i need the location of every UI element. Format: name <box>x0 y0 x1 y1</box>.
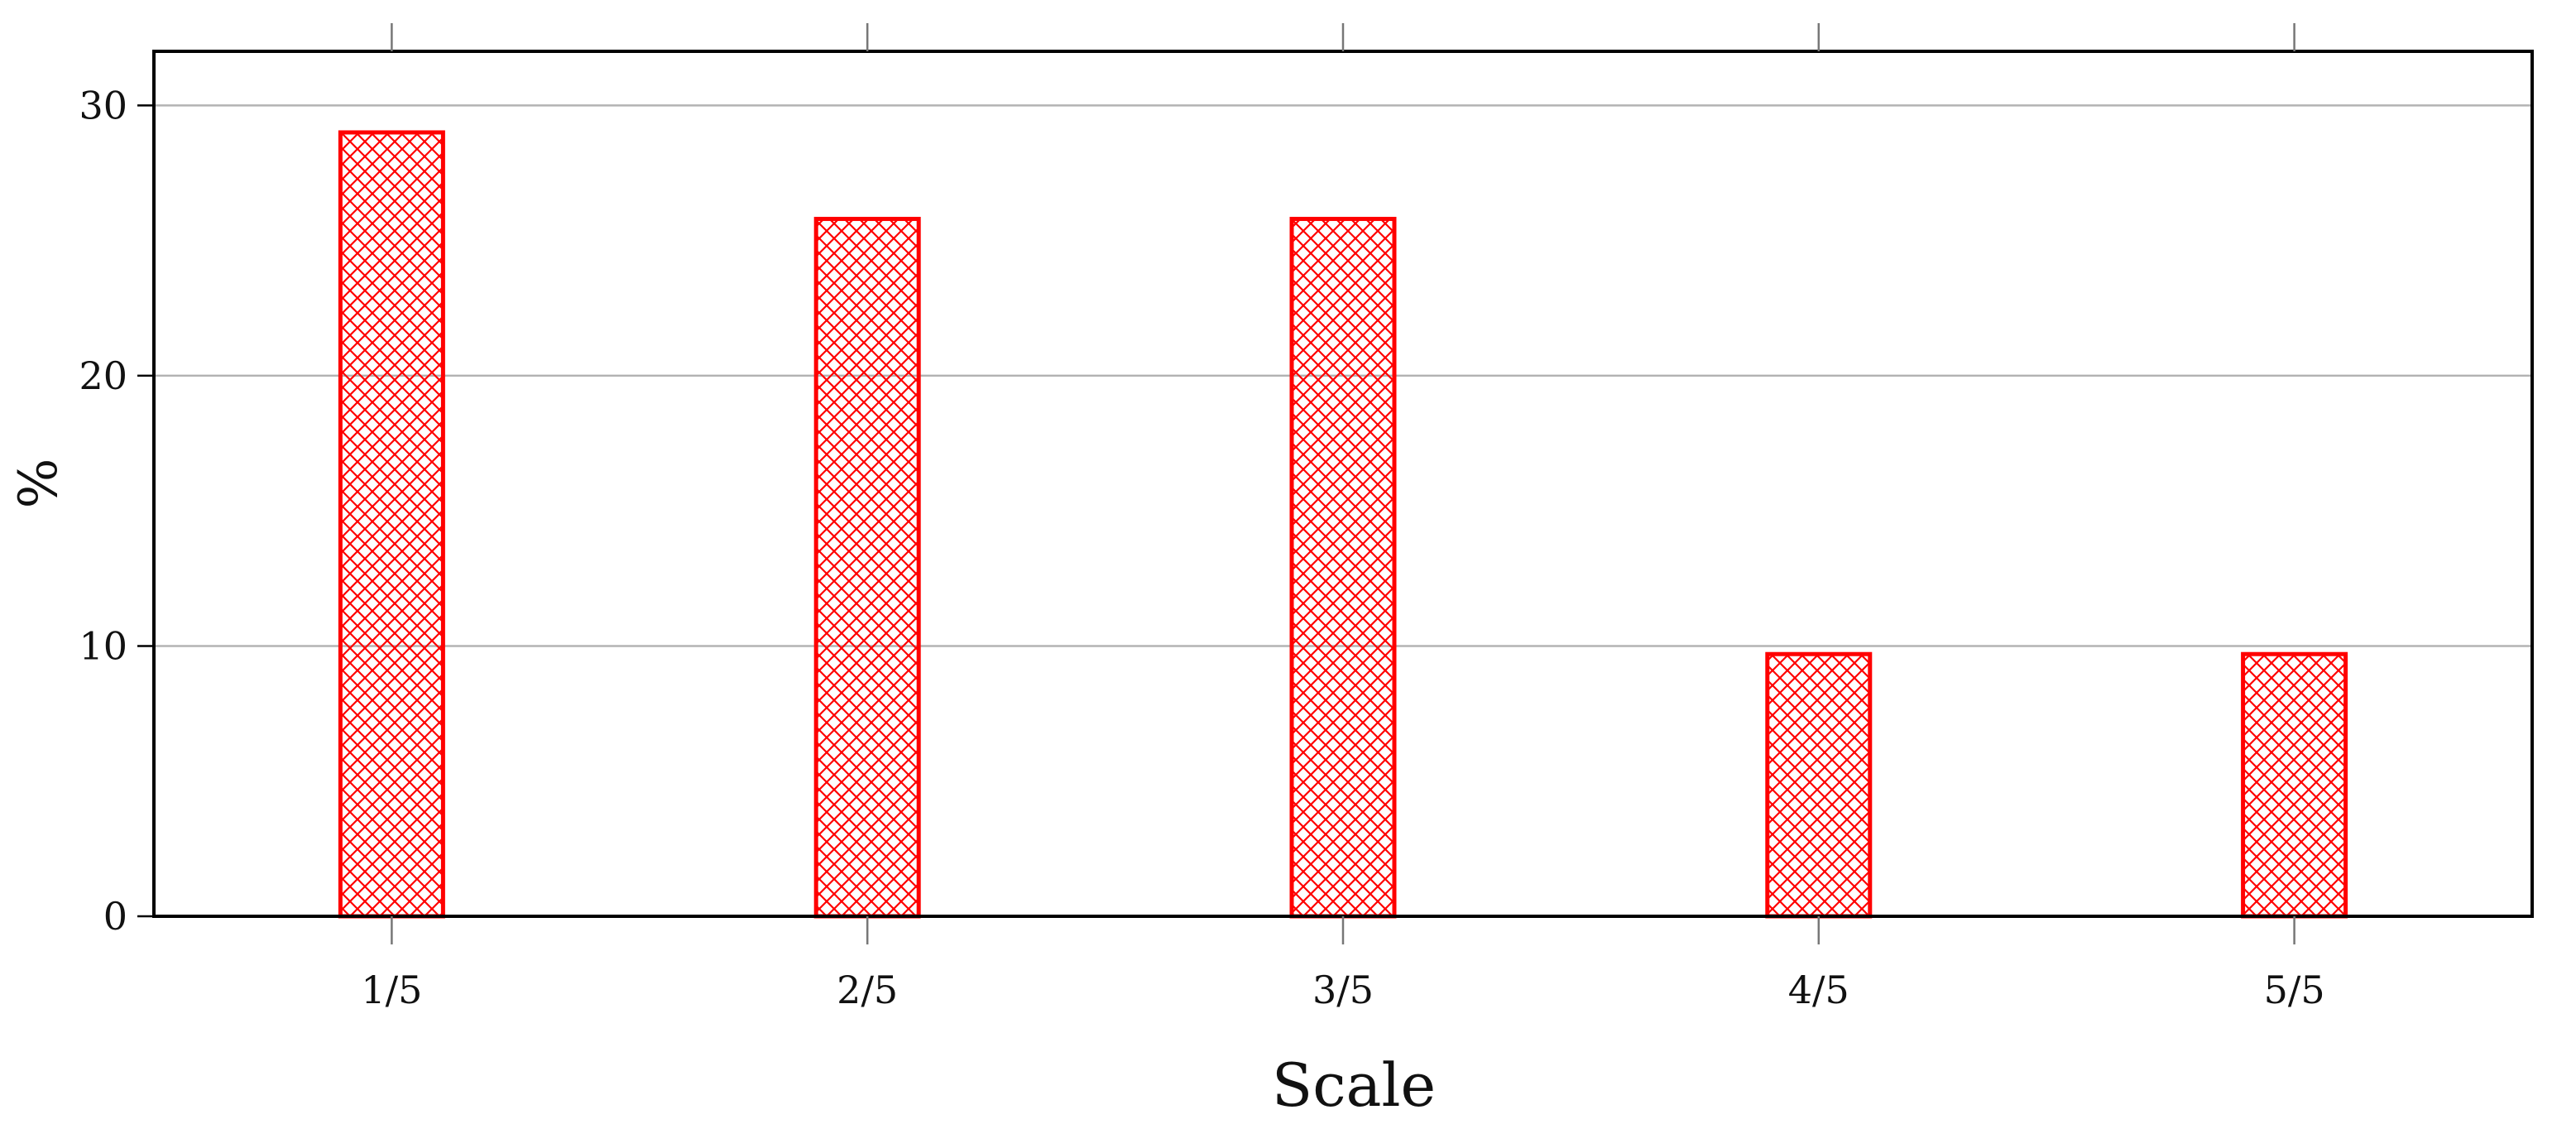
y-tick-label: 30 <box>79 83 127 127</box>
x-tick-label: 1/5 <box>361 968 422 1012</box>
bar <box>813 216 921 919</box>
bar <box>338 130 445 919</box>
y-tick-label: 10 <box>79 623 127 668</box>
bar <box>1765 651 1873 919</box>
y-tick-label: 0 <box>103 894 127 939</box>
y-tick-label: 20 <box>79 353 127 398</box>
bar <box>2241 651 2348 919</box>
x-tick-label: 4/5 <box>1788 968 1849 1012</box>
tick-labels: 0 10 20 30 1/5 2/5 3/5 4/5 5/5 <box>79 83 2324 1012</box>
x-tick-label: 2/5 <box>837 968 898 1012</box>
x-tick-label: 3/5 <box>1312 968 1374 1012</box>
x-tick-label: 5/5 <box>2264 968 2325 1012</box>
x-axis-title: Scale <box>1272 1050 1436 1120</box>
bar <box>1289 216 1397 919</box>
y-axis-title: % <box>8 459 70 509</box>
bars <box>338 130 2348 919</box>
ticks <box>137 23 2295 944</box>
